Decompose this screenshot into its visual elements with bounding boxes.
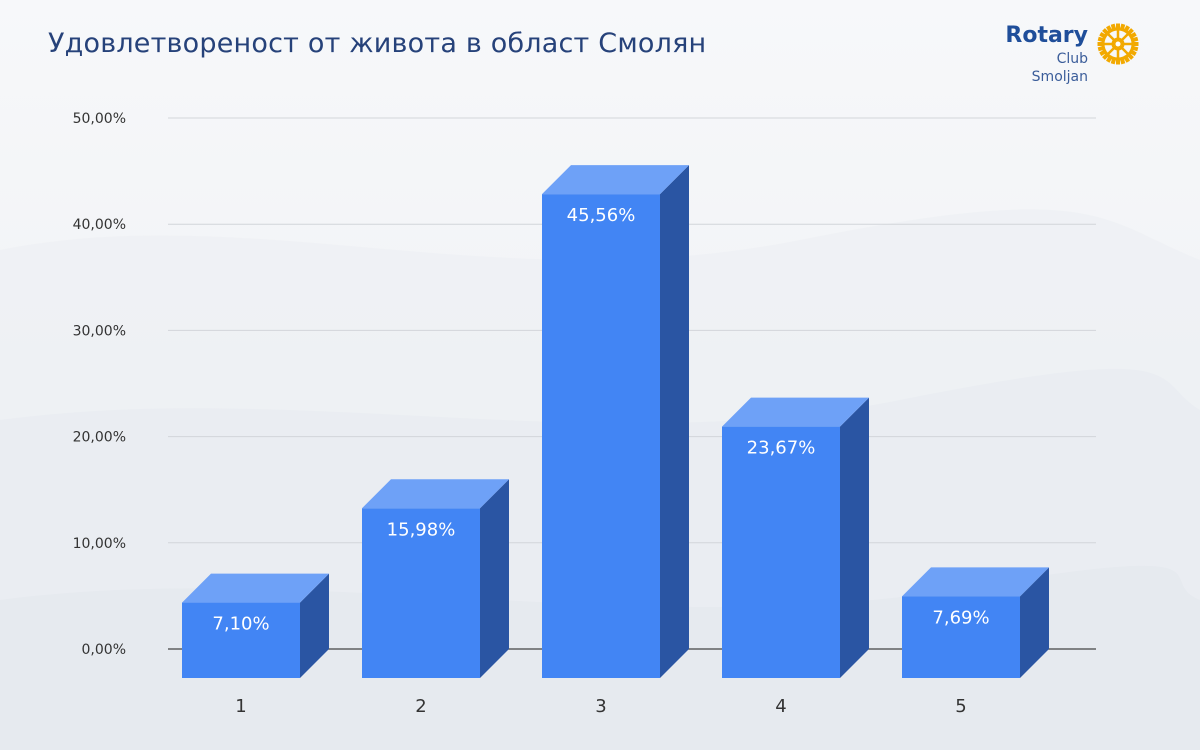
bar bbox=[722, 426, 840, 678]
x-tick-label: 2 bbox=[415, 696, 426, 717]
bar-top bbox=[182, 573, 329, 603]
logo-text: Rotary Club Smoljan bbox=[1005, 22, 1088, 86]
x-tick-label: 4 bbox=[775, 696, 786, 717]
bar bbox=[182, 602, 300, 678]
bar bbox=[362, 508, 480, 678]
bar-top bbox=[362, 479, 509, 509]
y-tick-label: 20,00% bbox=[73, 430, 126, 446]
x-tick-label: 5 bbox=[955, 696, 966, 717]
data-label: 15,98% bbox=[387, 519, 456, 540]
page-title: Удовлетвореност от живота в област Смоля… bbox=[48, 28, 707, 59]
bar-top bbox=[902, 567, 1049, 597]
data-label: 7,69% bbox=[932, 607, 989, 628]
bar-side bbox=[480, 479, 509, 678]
rotary-wheel-icon bbox=[1097, 23, 1139, 65]
data-label: 23,67% bbox=[747, 438, 816, 459]
bar-top bbox=[722, 397, 869, 427]
logo-name: Rotary bbox=[1005, 23, 1088, 48]
data-label: 7,10% bbox=[212, 614, 269, 635]
bar-side bbox=[1020, 567, 1049, 678]
y-tick-label: 40,00% bbox=[73, 217, 126, 233]
x-tick-label: 1 bbox=[235, 696, 246, 717]
bar-side bbox=[840, 397, 869, 678]
bar-side bbox=[300, 573, 329, 678]
x-tick-label: 3 bbox=[595, 696, 606, 717]
y-tick-label: 0,00% bbox=[82, 642, 126, 658]
bar bbox=[902, 596, 1020, 678]
y-tick-label: 50,00% bbox=[73, 111, 126, 127]
bar-side bbox=[660, 165, 689, 678]
y-tick-label: 10,00% bbox=[73, 536, 126, 552]
data-label: 45,56% bbox=[567, 205, 636, 226]
logo-subtitle: Club Smoljan bbox=[1031, 51, 1088, 85]
bar-top bbox=[542, 165, 689, 195]
y-tick-label: 30,00% bbox=[73, 323, 126, 339]
bar bbox=[542, 194, 660, 678]
